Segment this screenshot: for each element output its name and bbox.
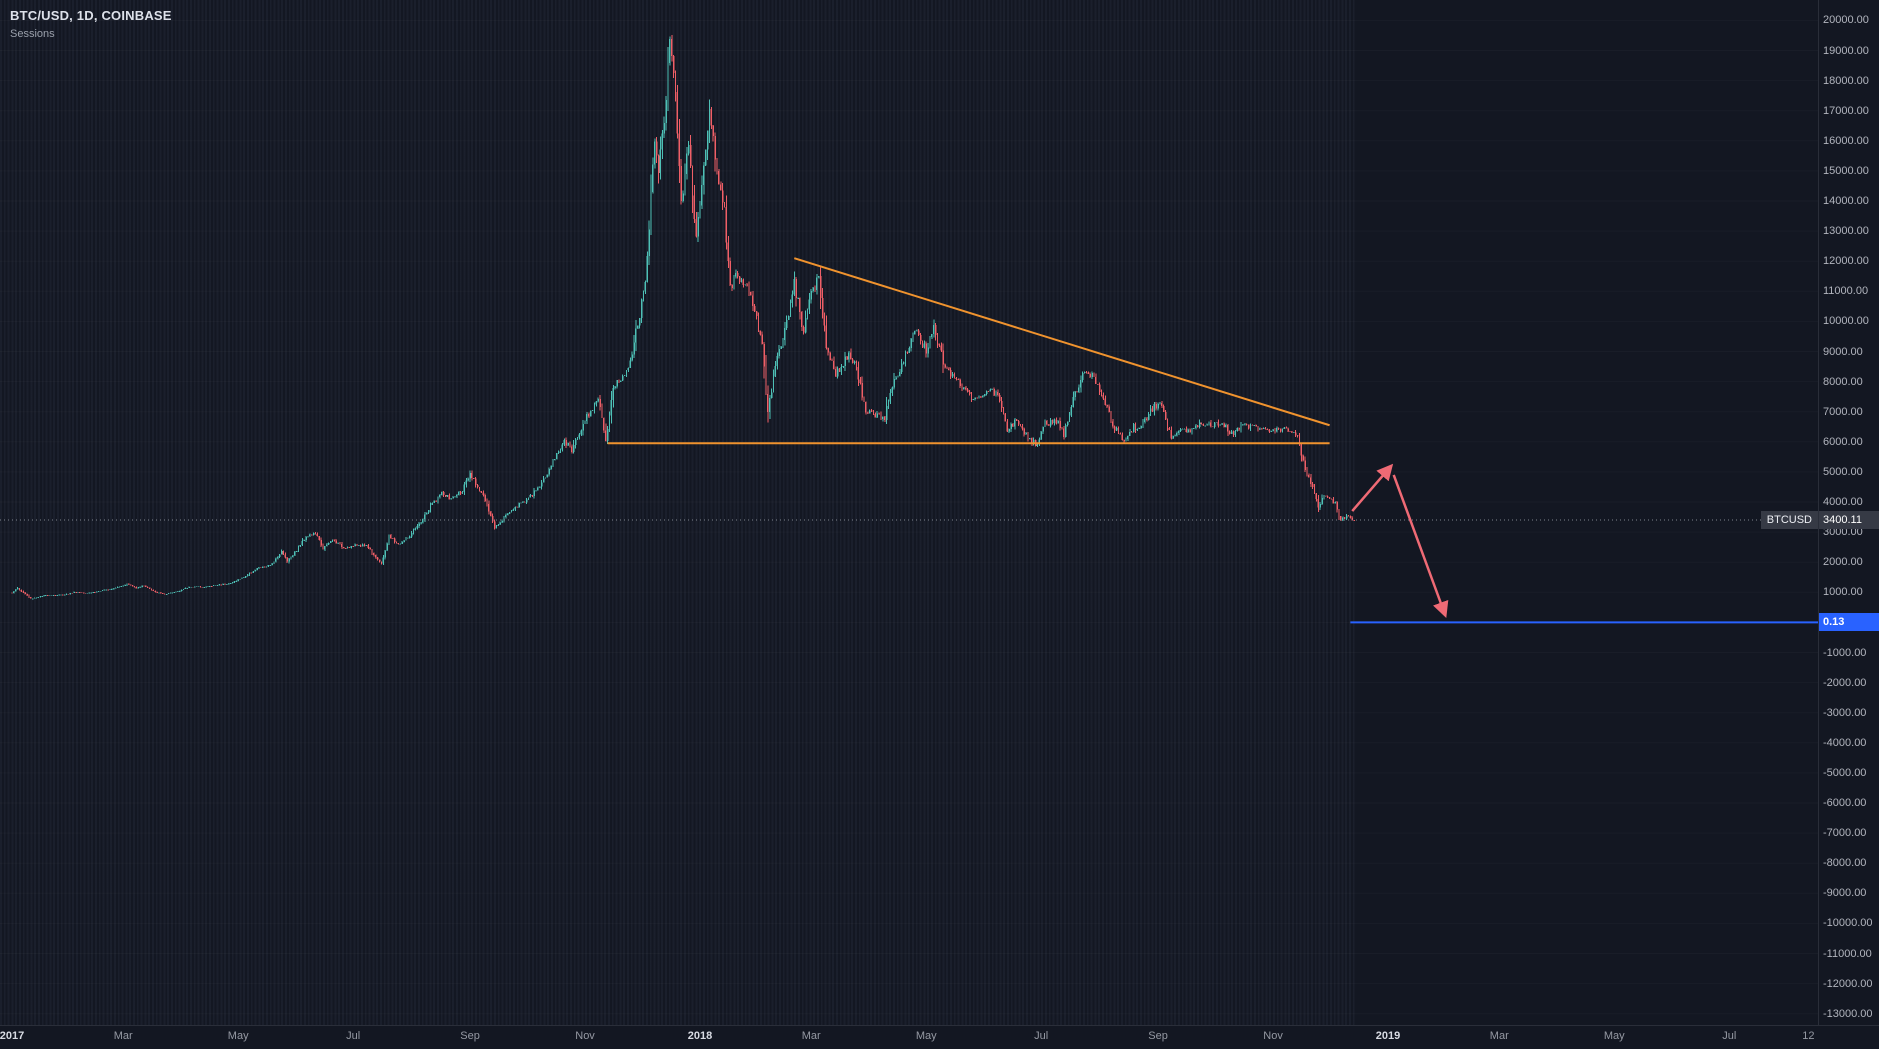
candles: [11, 35, 1355, 600]
price-axis-label: -11000.00: [1823, 947, 1872, 960]
time-axis-label: 2017: [0, 1030, 25, 1042]
time-axis-label: Jul: [1722, 1030, 1737, 1042]
price-axis-label: -6000.00: [1823, 797, 1867, 809]
price-axis-label: 11000.00: [1823, 285, 1869, 298]
time-axis-label: Mar: [1489, 1030, 1509, 1042]
time-axis-label: Nov: [575, 1030, 595, 1042]
price-axis-label: 20000.00: [1823, 14, 1869, 27]
gridlines: [0, 20, 1818, 1013]
price-axis-label: -13000.00: [1823, 1007, 1873, 1020]
price-axis-label: 1000.00: [1823, 586, 1863, 599]
price-axis-label: -3000.00: [1823, 706, 1867, 719]
price-axis-label: -4000.00: [1823, 736, 1867, 749]
price-axis-label: -9000.00: [1823, 887, 1867, 900]
price-axis-label: 8000.00: [1823, 375, 1863, 388]
time-axis-label: May: [915, 1030, 937, 1042]
price-axis-label: 3000.00: [1823, 526, 1863, 539]
descending-trendline[interactable]: [793, 257, 1330, 427]
price-axis-label: 10000.00: [1823, 315, 1869, 328]
price-axis-label: 7000.00: [1823, 405, 1863, 418]
time-axis-label: Nov: [1263, 1030, 1283, 1042]
time-axis-label: Jul: [346, 1030, 361, 1042]
price-axis-label: -7000.00: [1823, 827, 1867, 840]
price-axis-label: -2000.00: [1823, 676, 1867, 689]
time-axis-label: May: [1603, 1030, 1625, 1042]
last-price-value-badge: 3400.11: [1819, 511, 1879, 530]
candlestick-chart[interactable]: [0, 0, 1818, 1025]
chart-plot-area[interactable]: BTC/USD, 1D, COINBASE Sessions BTCUSD: [0, 0, 1818, 1025]
price-axis-label: -1000.00: [1823, 646, 1867, 659]
price-axis-label: 14000.00: [1823, 195, 1869, 207]
price-axis-label: -8000.00: [1823, 857, 1867, 870]
time-axis-label: Sep: [1148, 1030, 1168, 1042]
last-price-symbol-badge: BTCUSD: [1760, 511, 1818, 530]
chart-legend: BTC/USD, 1D, COINBASE Sessions: [10, 8, 172, 40]
time-axis-label: Mar: [113, 1030, 133, 1042]
price-axis-label: 12000.00: [1823, 255, 1869, 268]
sessions-indicator-stripes: [0, 0, 1357, 1025]
time-axis[interactable]: 2017 Mar May Jul Sep Nov 2018 Mar May Jul Sep Nov 20…: [0, 1025, 1879, 1049]
price-axis-label: 18000.00: [1823, 74, 1869, 87]
price-axis-label: 13000.00: [1823, 225, 1869, 238]
price-axis-label: 9000.00: [1823, 345, 1863, 358]
price-axis-label: -10000.00: [1823, 917, 1873, 930]
price-axis[interactable]: -13000.00 -12000.00 -11000.00 -10000.00 -900…: [1818, 0, 1879, 1025]
target-price-badge: 0.13: [1819, 613, 1879, 632]
time-axis-label: 12: [1802, 1030, 1815, 1042]
price-axis-label: 15000.00: [1823, 164, 1869, 177]
prediction-arrow-1[interactable]: [1351, 463, 1394, 512]
price-axis-label: 16000.00: [1823, 134, 1869, 147]
price-axis-label: 19000.00: [1823, 44, 1869, 57]
prediction-arrow-2[interactable]: [1392, 474, 1449, 618]
time-axis-label: 2019: [1375, 1030, 1401, 1042]
time-axis-label: Sep: [460, 1030, 480, 1042]
price-axis-label: 6000.00: [1823, 435, 1863, 448]
symbol-title[interactable]: BTC/USD, 1D, COINBASE: [10, 8, 172, 23]
time-axis-label: 2018: [687, 1030, 713, 1042]
time-axis-label: Jul: [1034, 1030, 1049, 1042]
price-axis-label: 5000.00: [1823, 465, 1863, 478]
time-axis-label: Mar: [801, 1030, 821, 1042]
price-axis-label: 2000.00: [1823, 556, 1863, 569]
price-axis-label: -12000.00: [1823, 977, 1873, 990]
time-axis-label: May: [227, 1030, 249, 1042]
indicator-label[interactable]: Sessions: [10, 28, 55, 40]
price-axis-label: 4000.00: [1823, 496, 1863, 508]
price-axis-label: -5000.00: [1823, 766, 1867, 779]
price-axis-label: 17000.00: [1823, 104, 1869, 117]
